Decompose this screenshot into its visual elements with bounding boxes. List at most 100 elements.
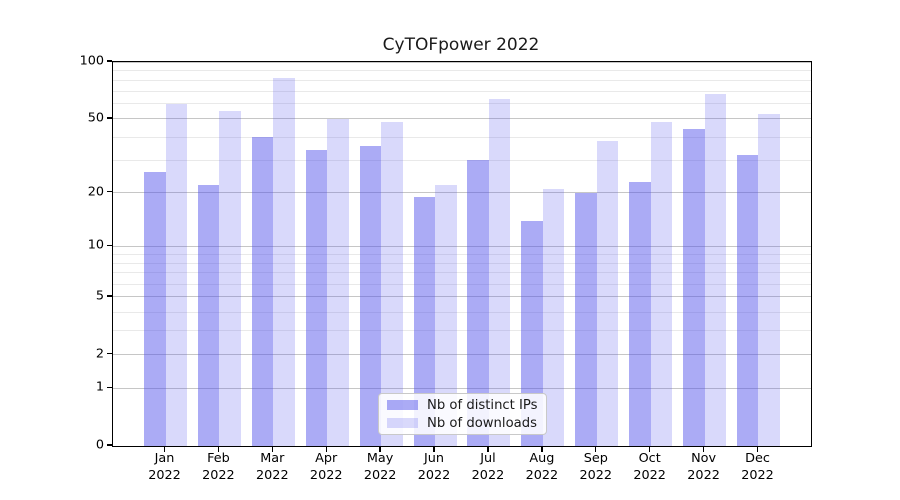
x-tick-oct [648, 446, 651, 452]
x-tick-jul [487, 446, 489, 452]
x-tick-label-jun: Jun 2022 [417, 451, 451, 483]
bar-group-apr [305, 118, 349, 446]
bar-apr-ips [305, 150, 328, 446]
legend-item-distinct-ips: Nb of distinct IPs [379, 398, 546, 413]
y-tick-1 [107, 386, 112, 389]
x-tick-jun [433, 446, 435, 452]
bar-feb-ips [197, 185, 220, 446]
gridline-4 [113, 311, 811, 313]
bar-jun-downloads [435, 185, 457, 446]
gridline-20 [113, 192, 811, 194]
bar-jul-ips [467, 160, 489, 446]
x-tick-nov [702, 446, 705, 452]
bar-group-sep [575, 141, 619, 446]
bar-may-downloads [381, 122, 403, 446]
x-tick-label-aug: Aug 2022 [525, 451, 559, 483]
bar-jul-downloads [488, 98, 511, 446]
bar-jan-downloads [165, 103, 187, 446]
x-tick-dec [756, 446, 759, 452]
y-tick-2 [107, 352, 112, 355]
bar-aug-downloads [542, 188, 565, 446]
x-tick-sep [595, 446, 597, 452]
gridline-6 [113, 283, 811, 285]
bar-aug-ips [521, 220, 543, 446]
y-tick-label-100: 100 [79, 53, 104, 69]
x-tick-label-nov: Nov 2022 [687, 451, 720, 483]
legend-swatch-distinct-ips [387, 400, 418, 410]
y-tick-100 [107, 60, 112, 62]
x-tick-mar [271, 446, 273, 452]
x-tick-label-oct: Oct 2022 [633, 451, 666, 483]
bar-jun-ips [413, 196, 436, 446]
x-tick-label-mar: Mar 2022 [256, 451, 289, 483]
y-tick-10 [107, 244, 112, 247]
x-tick-label-jan: Jan 2022 [148, 451, 181, 483]
y-tick-label-5: 5 [95, 288, 104, 304]
gridline-2 [113, 354, 811, 356]
y-tick-5 [107, 295, 112, 297]
x-tick-label-jul: Jul 2022 [471, 451, 505, 483]
x-tick-label-may: May 2022 [363, 451, 397, 483]
bar-sep-ips [575, 192, 597, 446]
bar-sep-downloads [596, 141, 619, 446]
legend-swatch-downloads [387, 418, 418, 428]
x-tick-label-apr: Apr 2022 [309, 451, 343, 483]
bar-feb-downloads [219, 111, 241, 446]
x-tick-aug [541, 446, 543, 452]
bar-group-dec [736, 114, 780, 446]
bar-group-oct [629, 122, 673, 446]
y-tick-label-20: 20 [87, 184, 104, 200]
y-tick-label-10: 10 [87, 237, 104, 253]
bar-jan-ips [144, 171, 166, 446]
plot-area [112, 61, 812, 447]
bar-group-jun [413, 185, 457, 446]
x-tick-apr [325, 446, 327, 452]
bar-group-jul [467, 98, 511, 446]
x-tick-label-feb: Feb 2022 [202, 451, 235, 483]
bar-nov-ips [683, 129, 705, 446]
gridline-9 [113, 253, 811, 255]
gridline-40 [113, 136, 811, 138]
bar-dec-ips [736, 155, 759, 446]
y-tick-label-2: 2 [95, 346, 104, 362]
bar-oct-downloads [650, 122, 673, 446]
legend-item-downloads: Nb of downloads [379, 416, 546, 431]
bar-mar-downloads [273, 78, 295, 446]
gridline-1 [113, 387, 811, 389]
gridline-50 [113, 118, 811, 120]
y-tick-20 [107, 190, 112, 193]
y-tick-label-50: 50 [87, 110, 104, 126]
x-tick-label-dec: Dec 2022 [741, 451, 774, 483]
gridline-5 [113, 296, 811, 298]
bar-may-ips [359, 145, 382, 446]
bar-group-mar [251, 78, 295, 446]
bar-group-nov [683, 93, 727, 446]
gridline-3 [113, 330, 811, 332]
x-tick-label-sep: Sep 2022 [579, 451, 613, 483]
legend-label-distinct-ips: Nb of distinct IPs [427, 397, 538, 413]
chart-title: CyTOFpower 2022 [382, 35, 540, 55]
gridline-60 [113, 103, 811, 105]
bar-apr-downloads [327, 118, 349, 446]
gridline-100 [113, 61, 811, 63]
bar-group-jan [144, 103, 187, 446]
y-tick-label-1: 1 [95, 379, 104, 395]
bar-mar-ips [251, 137, 274, 446]
bar-dec-downloads [758, 114, 780, 446]
y-tick-50 [107, 117, 112, 119]
bar-nov-downloads [704, 93, 727, 446]
bar-group-feb [197, 111, 241, 446]
bar-group-may [359, 122, 403, 446]
gridline-90 [113, 70, 811, 72]
gridline-70 [113, 90, 811, 92]
y-tick-label-0: 0 [95, 437, 104, 453]
gridline-10 [113, 245, 811, 247]
x-tick-jan [163, 446, 166, 452]
x-tick-feb [217, 446, 220, 452]
legend-label-downloads: Nb of downloads [427, 415, 537, 431]
gridline-30 [113, 159, 811, 161]
gridline-8 [113, 262, 811, 264]
legend: Nb of distinct IPs Nb of downloads [378, 393, 547, 435]
y-tick-0 [107, 444, 112, 446]
